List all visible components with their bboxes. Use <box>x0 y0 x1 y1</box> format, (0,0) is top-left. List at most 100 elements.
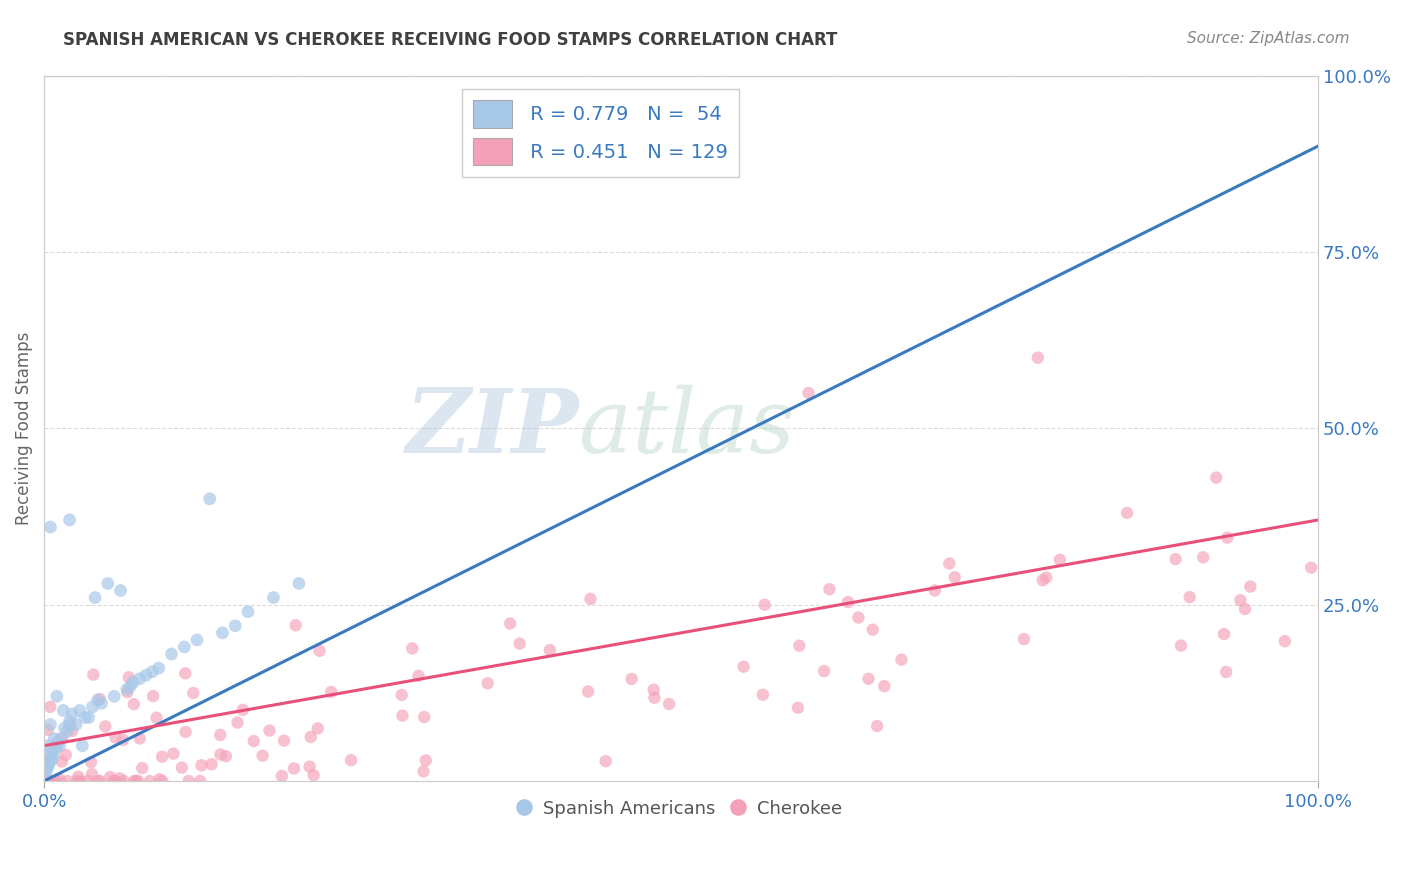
Point <box>643 682 665 697</box>
Point <box>658 697 681 711</box>
Point <box>56 774 79 789</box>
Point <box>35 764 58 778</box>
Point <box>283 761 305 775</box>
Point <box>643 690 665 705</box>
Point <box>162 747 184 761</box>
Point <box>112 774 135 789</box>
Point <box>72 739 94 753</box>
Point <box>308 644 330 658</box>
Point <box>190 758 212 772</box>
Point <box>69 774 91 789</box>
Point <box>1012 632 1035 646</box>
Point <box>35 760 58 774</box>
Point <box>1234 602 1257 616</box>
Point <box>45 735 67 749</box>
Point <box>509 637 531 651</box>
Point <box>141 665 163 679</box>
Point <box>145 711 167 725</box>
Point <box>873 679 896 693</box>
Point <box>401 641 423 656</box>
Point <box>787 700 810 714</box>
Point <box>37 760 59 774</box>
Point <box>52 703 75 717</box>
Point <box>943 570 966 584</box>
Point <box>862 623 884 637</box>
Point <box>576 684 599 698</box>
Point <box>1178 590 1201 604</box>
Point <box>1170 639 1192 653</box>
Point <box>80 767 103 781</box>
Point <box>41 746 63 760</box>
Point <box>51 755 73 769</box>
Point <box>117 685 139 699</box>
Point <box>1239 580 1261 594</box>
Point <box>39 717 62 731</box>
Point <box>51 731 73 746</box>
Point <box>122 675 145 690</box>
Point <box>1026 351 1049 365</box>
Point <box>198 491 221 506</box>
Point <box>41 753 63 767</box>
Point <box>818 582 841 597</box>
Point <box>789 639 811 653</box>
Point <box>259 723 281 738</box>
Point <box>48 739 70 753</box>
Text: Source: ZipAtlas.com: Source: ZipAtlas.com <box>1187 31 1350 46</box>
Point <box>538 643 561 657</box>
Point <box>226 715 249 730</box>
Point <box>77 774 100 789</box>
Point <box>45 742 67 756</box>
Point <box>579 591 602 606</box>
Point <box>77 710 100 724</box>
Point <box>142 689 165 703</box>
Point <box>288 576 311 591</box>
Point <box>858 672 880 686</box>
Point <box>391 688 413 702</box>
Point <box>270 769 292 783</box>
Point <box>938 557 960 571</box>
Point <box>181 686 204 700</box>
Point <box>53 721 76 735</box>
Point <box>1213 627 1236 641</box>
Point <box>595 754 617 768</box>
Point <box>307 722 329 736</box>
Point <box>60 723 83 738</box>
Point <box>415 753 437 767</box>
Point <box>170 761 193 775</box>
Point <box>1192 550 1215 565</box>
Point <box>94 719 117 733</box>
Point <box>39 520 62 534</box>
Point <box>620 672 643 686</box>
Point <box>477 676 499 690</box>
Point <box>118 670 141 684</box>
Point <box>98 770 121 784</box>
Point <box>97 576 120 591</box>
Point <box>284 618 307 632</box>
Point <box>1164 552 1187 566</box>
Point <box>1116 506 1139 520</box>
Point <box>1229 593 1251 607</box>
Point <box>41 774 63 789</box>
Text: ZIP: ZIP <box>406 385 579 472</box>
Point <box>73 710 96 724</box>
Point <box>174 725 197 739</box>
Point <box>44 731 66 746</box>
Point <box>125 774 148 789</box>
Point <box>733 659 755 673</box>
Point <box>58 717 80 731</box>
Point <box>752 688 775 702</box>
Point <box>302 768 325 782</box>
Point <box>890 652 912 666</box>
Point <box>124 774 146 789</box>
Point <box>89 692 111 706</box>
Point <box>1035 570 1057 584</box>
Point <box>49 772 72 787</box>
Point <box>391 708 413 723</box>
Point <box>37 723 59 737</box>
Point <box>1205 470 1227 484</box>
Point <box>135 668 157 682</box>
Point <box>924 583 946 598</box>
Point <box>797 386 820 401</box>
Point <box>232 703 254 717</box>
Point <box>110 583 132 598</box>
